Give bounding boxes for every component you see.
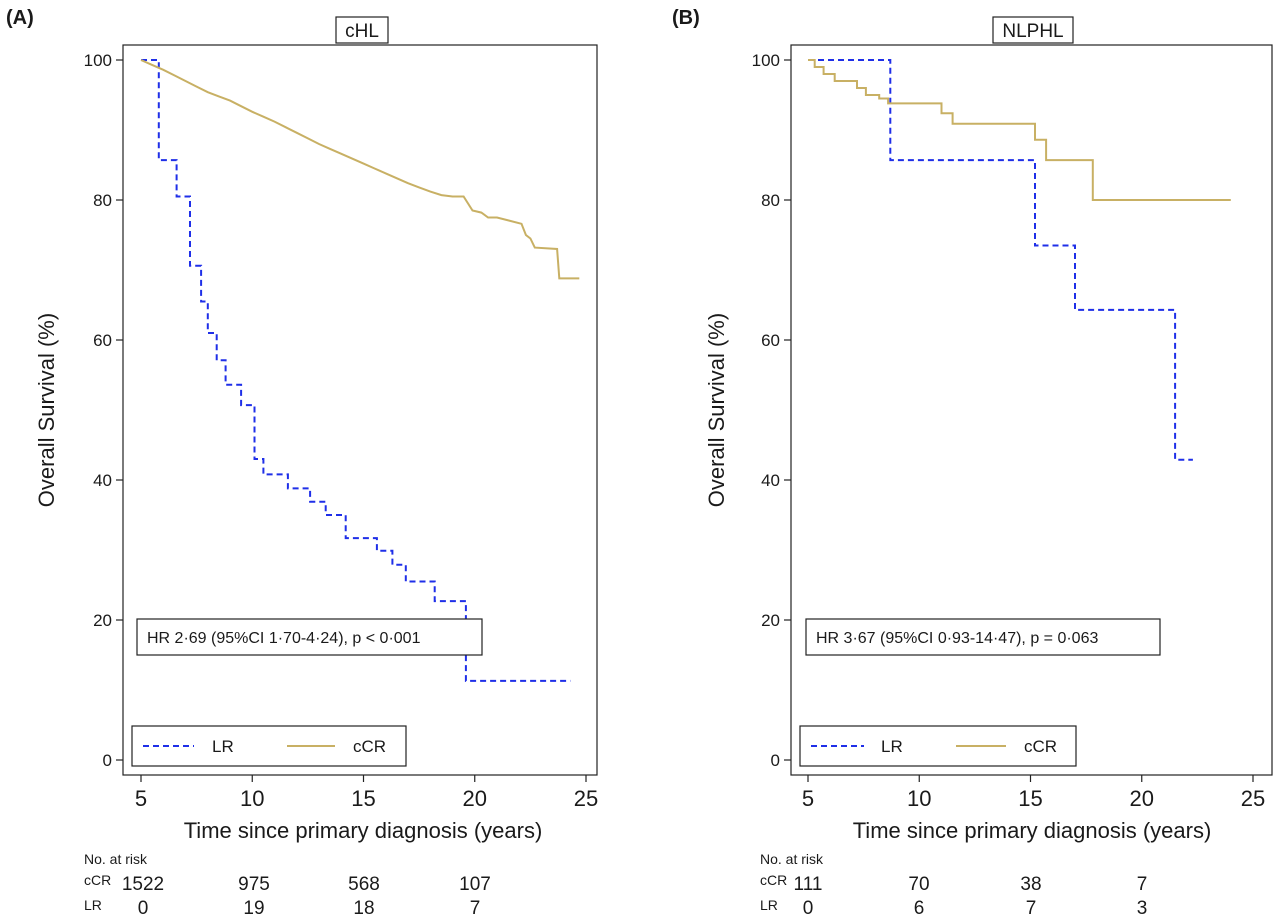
panel-a-x-tick-label-25: 25 [574, 786, 598, 811]
panel-b-at-risk-table: No. at risk cCR LR 111 70 38 7 0 6 7 3 [760, 851, 1147, 917]
panel-b-y-tick-label-80: 80 [761, 191, 780, 210]
panel-b-title-box [992, 16, 1074, 44]
panel-a-series [140, 59, 580, 682]
panel-a-at-risk-row-label-lr: LR [84, 897, 102, 913]
panel-a-label: (A) [6, 7, 34, 29]
panel-a-at-risk-table: No. at risk cCR LR 1522 975 568 107 0 19… [84, 851, 491, 917]
panel-a-y-tick-label-20: 20 [93, 611, 112, 630]
panel-a-x-tick-label-10: 10 [240, 786, 264, 811]
panel-a-x-tick-label-5: 5 [135, 786, 147, 811]
panel-b-title: NLPHL [1002, 21, 1063, 42]
panel-a-hr-annotation: HR 2·69 (95%CI 1·70-4·24), p < 0·001 [147, 630, 421, 647]
panel-b-at-risk-lr-t10: 6 [914, 898, 925, 917]
panel-b-at-risk-row-label-lr: LR [760, 897, 778, 913]
panel-b-at-risk-header: No. at risk [760, 851, 824, 867]
panel-a-y-tick-label-60: 60 [93, 331, 112, 350]
panel-b-series-lr-line [808, 59, 1193, 461]
panel-b-y-tick-label-0: 0 [771, 751, 780, 770]
panel-a-y-tick-label-0: 0 [103, 751, 112, 770]
panel-b-series-ccr-line [808, 59, 1231, 201]
panel-a-at-risk-ccr-t20: 107 [459, 874, 491, 895]
panel-b-label: (B) [672, 7, 700, 29]
panel-b-y-tick-label-100: 100 [752, 51, 780, 70]
panel-b-at-risk-row-label-ccr: cCR [760, 872, 787, 888]
panel-b-at-risk-lr-t20: 3 [1137, 898, 1148, 917]
panel-a-at-risk-lr-t15: 18 [353, 898, 374, 917]
panel-a-x-tick-label-15: 15 [351, 786, 375, 811]
panel-b-x-tick-label-25: 25 [1241, 786, 1265, 811]
panel-a-at-risk-ccr-t5: 1522 [122, 874, 164, 895]
panel-a-x-tick-label-20: 20 [463, 786, 487, 811]
panel-b-at-risk-ccr-t5: 111 [794, 874, 823, 895]
panel-b-y-tick-label-20: 20 [761, 611, 780, 630]
panel-b-legend-ccr-label: cCR [1024, 737, 1057, 756]
panel-b-x-tick-label-10: 10 [907, 786, 931, 811]
panel-b-plot-frame [790, 44, 1273, 776]
panel-b-x-tick-label-5: 5 [802, 786, 814, 811]
panel-a-legend-ccr-label: cCR [353, 737, 386, 756]
panel-b-y-axis-label: Overall Survival (%) [704, 313, 729, 507]
panel-a-at-risk-ccr-t10: 975 [238, 874, 270, 895]
panel-b-annotation-box [805, 618, 1161, 656]
panel-b-axis-ticks: 0 20 40 60 80 100 5 10 15 20 25 [752, 51, 1266, 811]
panel-a-y-tick-label-80: 80 [93, 191, 112, 210]
panel-a-at-risk-lr-t5: 0 [138, 898, 149, 917]
panel-a: (A) cHL Overall Survival (%) Time since … [6, 7, 598, 917]
panel-b-at-risk-ccr-t10: 70 [908, 874, 929, 895]
panel-b-legend-lr-label: LR [881, 737, 903, 756]
panel-b-series [808, 59, 1231, 461]
panel-b-y-tick-label-40: 40 [761, 471, 780, 490]
panel-a-x-axis-label: Time since primary diagnosis (years) [184, 818, 543, 843]
panel-a-title-box [335, 16, 389, 44]
panel-a-y-axis-label: Overall Survival (%) [34, 313, 59, 507]
panel-a-legend-lr-label: LR [212, 737, 234, 756]
panel-b-hr-annotation: HR 3·67 (95%CI 0·93-14·47), p = 0·063 [816, 630, 1098, 647]
panel-a-series-ccr-line [140, 59, 580, 280]
panel-a-at-risk-header: No. at risk [84, 851, 148, 867]
panel-b-legend: LR cCR [799, 725, 1077, 767]
panel-b-x-tick-label-20: 20 [1130, 786, 1154, 811]
panel-a-title: cHL [345, 21, 379, 42]
panel-a-legend: LR cCR [131, 725, 407, 767]
panel-a-plot-frame [122, 44, 598, 776]
panel-b-at-risk-lr-t5: 0 [803, 898, 814, 917]
panel-b-at-risk-lr-t15: 7 [1026, 898, 1037, 917]
panel-b: (B) NLPHL Overall Survival (%) Time sinc… [672, 7, 1273, 917]
panel-b-y-tick-label-60: 60 [761, 331, 780, 350]
panel-b-x-axis-label: Time since primary diagnosis (years) [853, 818, 1212, 843]
panel-a-at-risk-lr-t10: 19 [243, 898, 264, 917]
panel-a-axis-ticks: 0 20 40 60 80 100 5 10 15 20 25 [84, 51, 599, 811]
panel-a-y-tick-label-100: 100 [84, 51, 112, 70]
panel-a-annotation-box [136, 618, 483, 656]
panel-a-at-risk-lr-t20: 7 [470, 898, 481, 917]
panel-b-x-tick-label-15: 15 [1018, 786, 1042, 811]
panel-a-at-risk-ccr-t15: 568 [348, 874, 380, 895]
panel-a-series-lr-line [141, 59, 571, 682]
panel-a-at-risk-row-label-ccr: cCR [84, 872, 111, 888]
panel-a-y-tick-label-40: 40 [93, 471, 112, 490]
panel-b-at-risk-ccr-t20: 7 [1137, 874, 1148, 895]
panel-b-at-risk-ccr-t15: 38 [1020, 874, 1041, 895]
